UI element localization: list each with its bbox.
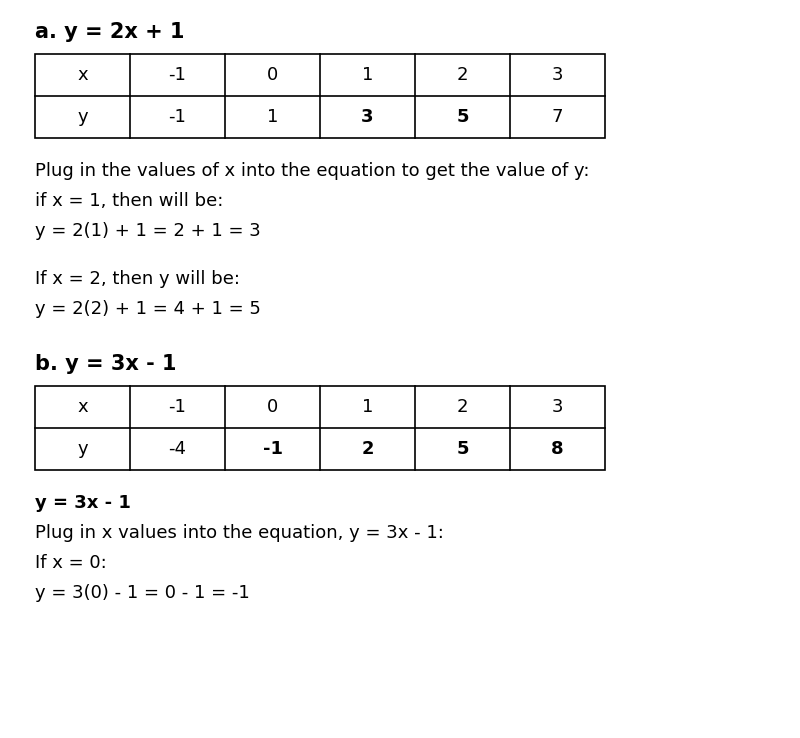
Text: 5: 5 [456,108,469,126]
Text: 3: 3 [552,66,563,84]
Text: y: y [77,108,88,126]
Bar [35,386,605,470]
Text: -1: -1 [262,440,282,458]
Text: If x = 0:: If x = 0: [35,554,106,572]
Text: 1: 1 [362,398,373,416]
Text: -1: -1 [169,398,186,416]
Text: 2: 2 [457,66,468,84]
Text: 1: 1 [267,108,278,126]
Text: 3: 3 [362,108,374,126]
Text: Plug in the values of x into the equation to get the value of y:: Plug in the values of x into the equatio… [35,162,590,180]
Text: b. y = 3x - 1: b. y = 3x - 1 [35,354,177,374]
Text: -1: -1 [169,66,186,84]
Text: 2: 2 [362,440,374,458]
Text: -4: -4 [169,440,186,458]
Text: y: y [77,440,88,458]
Text: 0: 0 [267,66,278,84]
Text: y = 3x - 1: y = 3x - 1 [35,494,131,512]
Text: 0: 0 [267,398,278,416]
Text: x: x [77,66,88,84]
Bar [35,54,605,138]
Text: y = 2(2) + 1 = 4 + 1 = 5: y = 2(2) + 1 = 4 + 1 = 5 [35,300,261,318]
Text: y = 2(1) + 1 = 2 + 1 = 3: y = 2(1) + 1 = 2 + 1 = 3 [35,222,261,240]
Text: -1: -1 [169,108,186,126]
Text: if x = 1, then will be:: if x = 1, then will be: [35,192,223,210]
Text: 3: 3 [552,398,563,416]
Text: 7: 7 [552,108,563,126]
Text: x: x [77,398,88,416]
Text: Plug in x values into the equation, y = 3x - 1:: Plug in x values into the equation, y = … [35,524,444,542]
Text: 1: 1 [362,66,373,84]
Text: 2: 2 [457,398,468,416]
Text: 5: 5 [456,440,469,458]
Text: If x = 2, then y will be:: If x = 2, then y will be: [35,270,240,288]
Text: a. y = 2x + 1: a. y = 2x + 1 [35,22,185,42]
Text: y = 3(0) - 1 = 0 - 1 = -1: y = 3(0) - 1 = 0 - 1 = -1 [35,584,250,602]
Text: 8: 8 [551,440,564,458]
